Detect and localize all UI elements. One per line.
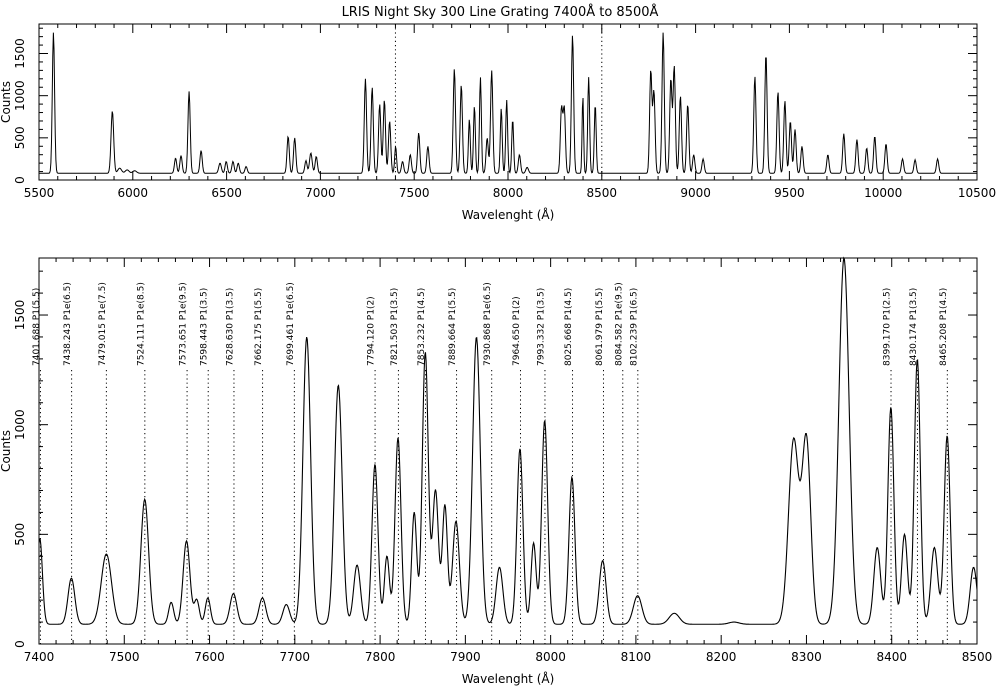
zoom-spectrum-panel: 7401.688 P1(5.5) 7438.243 P1e(6.5) 7479.01… [0, 256, 992, 686]
line-id-label: 7438.243 P1e(6.5) [63, 282, 73, 366]
line-id-label: 8102.239 P1(6.5) [629, 288, 639, 366]
zoom-x-axis-label: Wavelenght (Å) [462, 671, 555, 686]
y-tick-label: 1500 [13, 300, 27, 331]
line-id-label: 7930.868 P1e(6.5) [483, 282, 493, 366]
y-tick-label: 1000 [13, 409, 27, 440]
x-tick-label: 8200 [706, 650, 737, 664]
line-id-label: 8399.170 P1(2.5) [883, 288, 893, 366]
zoom-plot-frame [38, 257, 978, 645]
line-id-label: 7662.175 P1(5.5) [254, 288, 264, 366]
x-tick-label: 8100 [621, 650, 652, 664]
line-identification-markers: 7401.688 P1(5.5) 7438.243 P1e(6.5) 7479.01… [32, 282, 949, 644]
x-tick-label: 9500 [774, 186, 805, 200]
line-id-label: 7853.232 P1(4.5) [417, 288, 427, 366]
y-tick-label: 0 [13, 176, 27, 184]
x-tick-label: 8300 [791, 650, 822, 664]
overview-y-axis-label: Counts [0, 81, 13, 123]
line-id-label: 7699.461 P1e(6.5) [286, 282, 296, 366]
x-tick-label: 7500 [109, 650, 140, 664]
x-tick-label: 7700 [280, 650, 311, 664]
x-tick-label: 7600 [194, 650, 225, 664]
line-id-label: 7573.651 P1e(9.5) [179, 282, 189, 366]
line-id-label: 7524.111 P1e(8.5) [136, 282, 146, 366]
zoom-y-axis-label: Counts [0, 430, 13, 472]
line-id-label: 7993.332 P1(3.5) [536, 288, 546, 366]
x-tick-label: 7000 [305, 186, 336, 200]
x-tick-label: 8000 [535, 650, 566, 664]
x-tick-label: 7900 [450, 650, 481, 664]
line-id-label: 7401.688 P1(5.5) [32, 288, 42, 366]
x-tick-label: 7800 [365, 650, 396, 664]
y-tick-label: 500 [13, 523, 27, 546]
x-tick-label: 10000 [864, 186, 902, 200]
x-tick-label: 6000 [118, 186, 149, 200]
chart-title: LRIS Night Sky 300 Line Grating 7400Å to… [342, 4, 659, 20]
zoom-spectrum-line [38, 256, 978, 625]
x-tick-label: 10500 [958, 186, 996, 200]
line-id-label: 8061.979 P1(5.5) [595, 288, 605, 366]
y-tick-label: 1500 [13, 38, 27, 69]
line-id-label: 8025.668 P1(4.5) [564, 288, 574, 366]
y-tick-label: 0 [13, 640, 27, 648]
zoom-axis-ticks: 7400 7500 7600 7700 7800 7900 8000 8100 8200 8300… [13, 258, 992, 664]
line-id-label: 8465.208 P1(4.5) [939, 288, 949, 366]
x-tick-label: 7400 [24, 650, 55, 664]
overview-spectrum-panel: 5500 6000 6500 7000 7500 8000 8500 9000 9500 1000… [0, 23, 996, 222]
x-tick-label: 9000 [680, 186, 711, 200]
line-id-label: 8430.174 P1(3.5) [909, 288, 919, 366]
x-tick-label: 6500 [211, 186, 242, 200]
y-tick-label: 1000 [13, 80, 27, 111]
line-id-label: 7598.443 P1(3.5) [200, 288, 210, 366]
overview-x-axis-label: Wavelenght (Å) [462, 207, 555, 222]
x-tick-label: 8000 [493, 186, 524, 200]
x-tick-label: 5500 [24, 186, 55, 200]
line-id-label: 7628.630 P1(3.5) [225, 288, 235, 366]
overview-axis-ticks: 5500 6000 6500 7000 7500 8000 8500 9000 9500 1000… [13, 24, 996, 200]
line-id-label: 7889.664 P1(5.5) [448, 288, 458, 366]
x-tick-label: 8500 [962, 650, 993, 664]
x-tick-label: 8400 [876, 650, 907, 664]
line-id-label: 7964.650 P1(2) [512, 296, 522, 366]
overview-range-markers [394, 24, 603, 180]
line-id-label: 7794.120 P1(2) [367, 296, 377, 366]
x-tick-label: 7500 [399, 186, 430, 200]
y-tick-label: 500 [13, 126, 27, 149]
line-id-label: 7821.503 P1(3.5) [390, 288, 400, 366]
line-id-label: 8084.582 P1e(9.5) [614, 282, 624, 366]
x-tick-label: 8500 [587, 186, 618, 200]
overview-spectrum-line [39, 32, 977, 175]
line-id-label: 7479.015 P1e(7.5) [98, 282, 108, 366]
